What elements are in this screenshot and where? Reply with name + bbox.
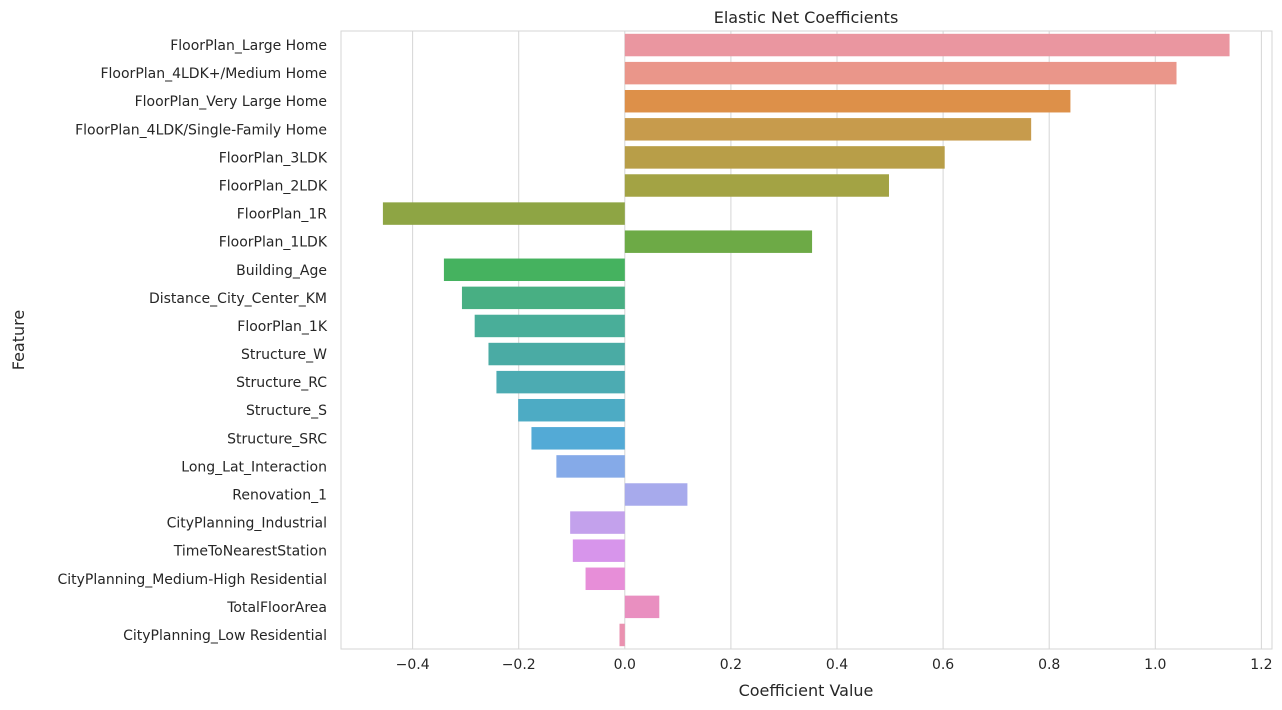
x-tick-label: 0.8	[1038, 657, 1060, 673]
bar	[382, 202, 625, 225]
y-tick-label: FloorPlan_1K	[237, 319, 328, 335]
bar	[585, 567, 625, 591]
x-tick-labels: −0.4 −0.2 0.0 0.2 0.4 0.6 0.8 1.0 1.2	[396, 657, 1273, 673]
x-tick-label: 0.2	[720, 657, 742, 673]
x-axis-title: Coefficient Value	[739, 681, 874, 700]
bar	[619, 623, 625, 647]
x-tick-label: 1.2	[1250, 657, 1272, 673]
bar	[531, 427, 625, 450]
y-tick-label: Long_Lat_Interaction	[181, 459, 327, 475]
bar	[443, 258, 625, 282]
bar	[518, 398, 625, 422]
y-tick-label: Renovation_1	[232, 488, 327, 504]
y-tick-label: FloorPlan_1R	[237, 207, 328, 223]
y-tick-label: TimeToNearestStation	[173, 544, 327, 560]
y-tick-label: FloorPlan_Large Home	[170, 38, 327, 54]
bar	[624, 146, 945, 169]
bar	[624, 174, 889, 197]
y-tick-label: TotalFloorArea	[226, 600, 327, 616]
chart-title: Elastic Net Coefficients	[714, 8, 899, 27]
bar	[624, 230, 813, 253]
bar	[474, 314, 625, 338]
bar	[624, 61, 1177, 85]
x-tick-label: 0.6	[932, 657, 954, 673]
y-tick-label: CityPlanning_Medium-High Residential	[57, 572, 327, 588]
bar	[624, 483, 688, 506]
grid-lines	[412, 31, 1262, 649]
y-tick-label: Distance_City_Center_KM	[149, 291, 327, 307]
y-tick-label: FloorPlan_Very Large Home	[135, 94, 327, 110]
y-tick-label: FloorPlan_3LDK	[219, 150, 328, 166]
bar	[572, 539, 625, 562]
y-tick-labels: FloorPlan_Large Home FloorPlan_4LDK+/Medi…	[57, 38, 327, 644]
bar	[570, 511, 625, 534]
y-tick-label: Building_Age	[236, 263, 327, 279]
y-tick-label: FloorPlan_4LDK/Single-Family Home	[75, 122, 327, 138]
x-tick-label: 0.0	[614, 657, 636, 673]
x-tick-label: −0.4	[396, 657, 430, 673]
bar	[556, 455, 625, 478]
bar	[461, 286, 625, 310]
bar	[488, 342, 625, 366]
y-tick-label: FloorPlan_2LDK	[219, 179, 328, 195]
y-tick-label: Structure_RC	[236, 375, 327, 391]
y-tick-label: Structure_SRC	[227, 431, 327, 447]
x-tick-label: 1.0	[1144, 657, 1166, 673]
y-tick-label: FloorPlan_1LDK	[219, 235, 328, 251]
x-tick-label: −0.2	[502, 657, 536, 673]
y-tick-label: Structure_W	[241, 347, 327, 363]
x-tick-label: 0.4	[826, 657, 848, 673]
y-tick-label: CityPlanning_Low Residential	[123, 628, 327, 644]
bar	[624, 595, 660, 619]
y-tick-label: FloorPlan_4LDK+/Medium Home	[100, 66, 327, 82]
y-tick-label: Structure_S	[246, 403, 327, 419]
y-tick-label: CityPlanning_Industrial	[167, 516, 327, 532]
bar	[496, 370, 625, 394]
y-axis-title: Feature	[9, 310, 28, 370]
bars	[382, 33, 1230, 647]
bar	[624, 118, 1032, 141]
bar	[624, 33, 1230, 57]
bar	[624, 89, 1071, 113]
